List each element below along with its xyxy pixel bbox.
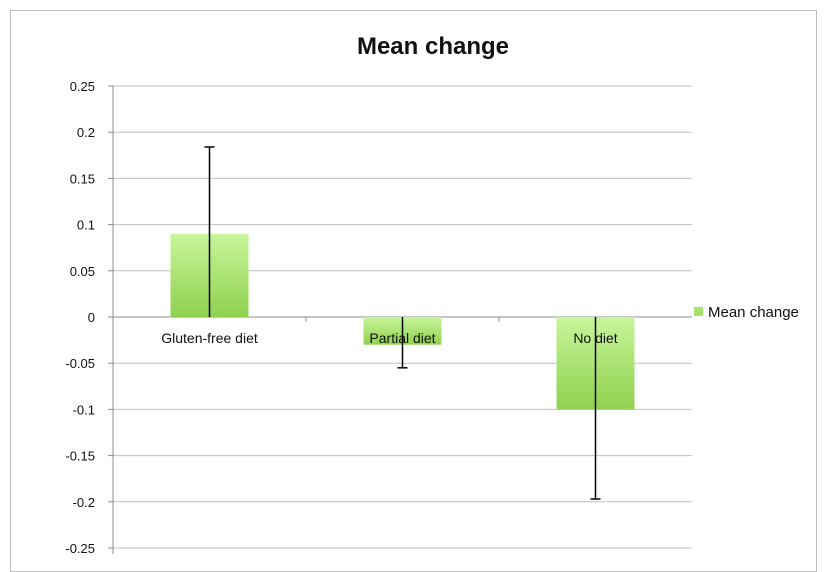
y-tick-label: -0.2 xyxy=(73,495,95,510)
y-tick-label: 0.2 xyxy=(77,125,95,140)
y-tick-label: 0.25 xyxy=(70,79,95,94)
y-tick-label: 0.1 xyxy=(77,218,95,233)
chart-title: Mean change xyxy=(357,33,509,60)
y-tick-label: 0.15 xyxy=(70,171,95,186)
legend-label: Mean change xyxy=(708,304,799,321)
y-tick-label: -0.25 xyxy=(65,541,95,554)
chart-frame xyxy=(10,10,817,572)
error-bars xyxy=(204,146,601,500)
category-label: Gluten-free diet xyxy=(161,330,258,346)
y-tick-label: 0.05 xyxy=(70,264,95,279)
y-tick-label: 0 xyxy=(88,310,95,325)
y-tick-label: -0.15 xyxy=(65,449,95,464)
category-labels: Gluten-free diet Partial diet No diet xyxy=(161,330,618,346)
y-tick-label: -0.05 xyxy=(65,356,95,371)
bar-chart: Mean change 0.25 0.2 0.15 0.1 0.05 0 -0.05 -0.1… xyxy=(65,33,799,554)
category-label: Partial diet xyxy=(369,330,435,346)
y-tick-label: -0.1 xyxy=(73,402,95,417)
y-axis: 0.25 0.2 0.15 0.1 0.05 0 -0.05 -0.1 -0.15 -0.2 -0.… xyxy=(65,79,692,554)
legend: Mean change xyxy=(694,304,799,321)
category-label: No diet xyxy=(573,330,617,346)
legend-swatch xyxy=(694,307,703,316)
